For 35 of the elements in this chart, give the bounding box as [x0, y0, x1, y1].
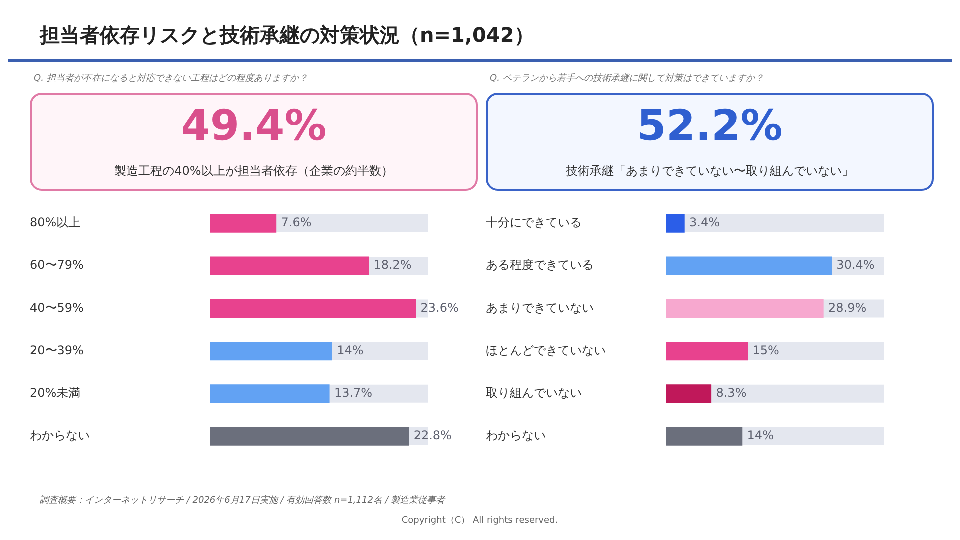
data-label: 30.4%	[836, 258, 875, 272]
data-label: 28.9%	[828, 300, 867, 315]
y-tick-label: 40〜59%	[30, 300, 84, 315]
data-label: 14%	[747, 428, 774, 443]
chart-subtitle: Q. 担当者が不在になると対応できない工程はどの程度ありますか？	[34, 72, 309, 85]
y-tick-label: わからない	[30, 428, 90, 443]
text: 技術承継「あまりできていない〜取り組んでいない」	[565, 163, 855, 180]
text: Copyright（C） All rights reserved.	[400, 515, 560, 527]
y-tick-label: 十分にできている	[486, 216, 582, 230]
y-tick-label: 20%未満	[30, 386, 81, 400]
bar	[666, 214, 685, 233]
text: 49.4%	[180, 100, 328, 151]
y-tick-label: あまりできていない	[486, 300, 594, 315]
y-tick-label: わからない	[486, 428, 546, 443]
data-label: 7.6%	[281, 216, 312, 230]
data-label: 8.3%	[716, 386, 747, 400]
chart-title: 担当者依存リスクと技術承継の対策状況（n=1,042）	[8, 8, 952, 62]
data-label: 14%	[337, 343, 364, 358]
y-tick-label: 80%以上	[30, 216, 81, 230]
data-label: 3.4%	[690, 216, 720, 230]
y-tick-label: 20〜39%	[30, 343, 84, 358]
chart-subtitle: Q. ベテランから若手への技術承継に関して対策はできていますか？	[490, 72, 765, 85]
bar	[666, 384, 712, 404]
data-label: 22.8%	[414, 428, 452, 443]
y-tick-label: ある程度できている	[486, 258, 594, 272]
data-label: 15%	[752, 343, 780, 358]
text: 52.2%	[636, 100, 784, 151]
text: 調査概要：インターネットリサーチ / 2026年6月17日実施 / 有効回答数 n=1,112名 / 製造業従事者	[40, 494, 446, 507]
y-tick-label: 60〜79%	[30, 258, 84, 272]
y-tick-label: 取り組んでいない	[486, 386, 582, 400]
data-label: 13.7%	[334, 386, 373, 400]
text: 製造工程の40%以上が担当者依存（企業の約半数）	[114, 163, 394, 180]
data-label: 23.6%	[420, 300, 459, 315]
y-tick-label: ほとんどできていない	[486, 343, 606, 358]
data-label: 18.2%	[374, 258, 412, 272]
